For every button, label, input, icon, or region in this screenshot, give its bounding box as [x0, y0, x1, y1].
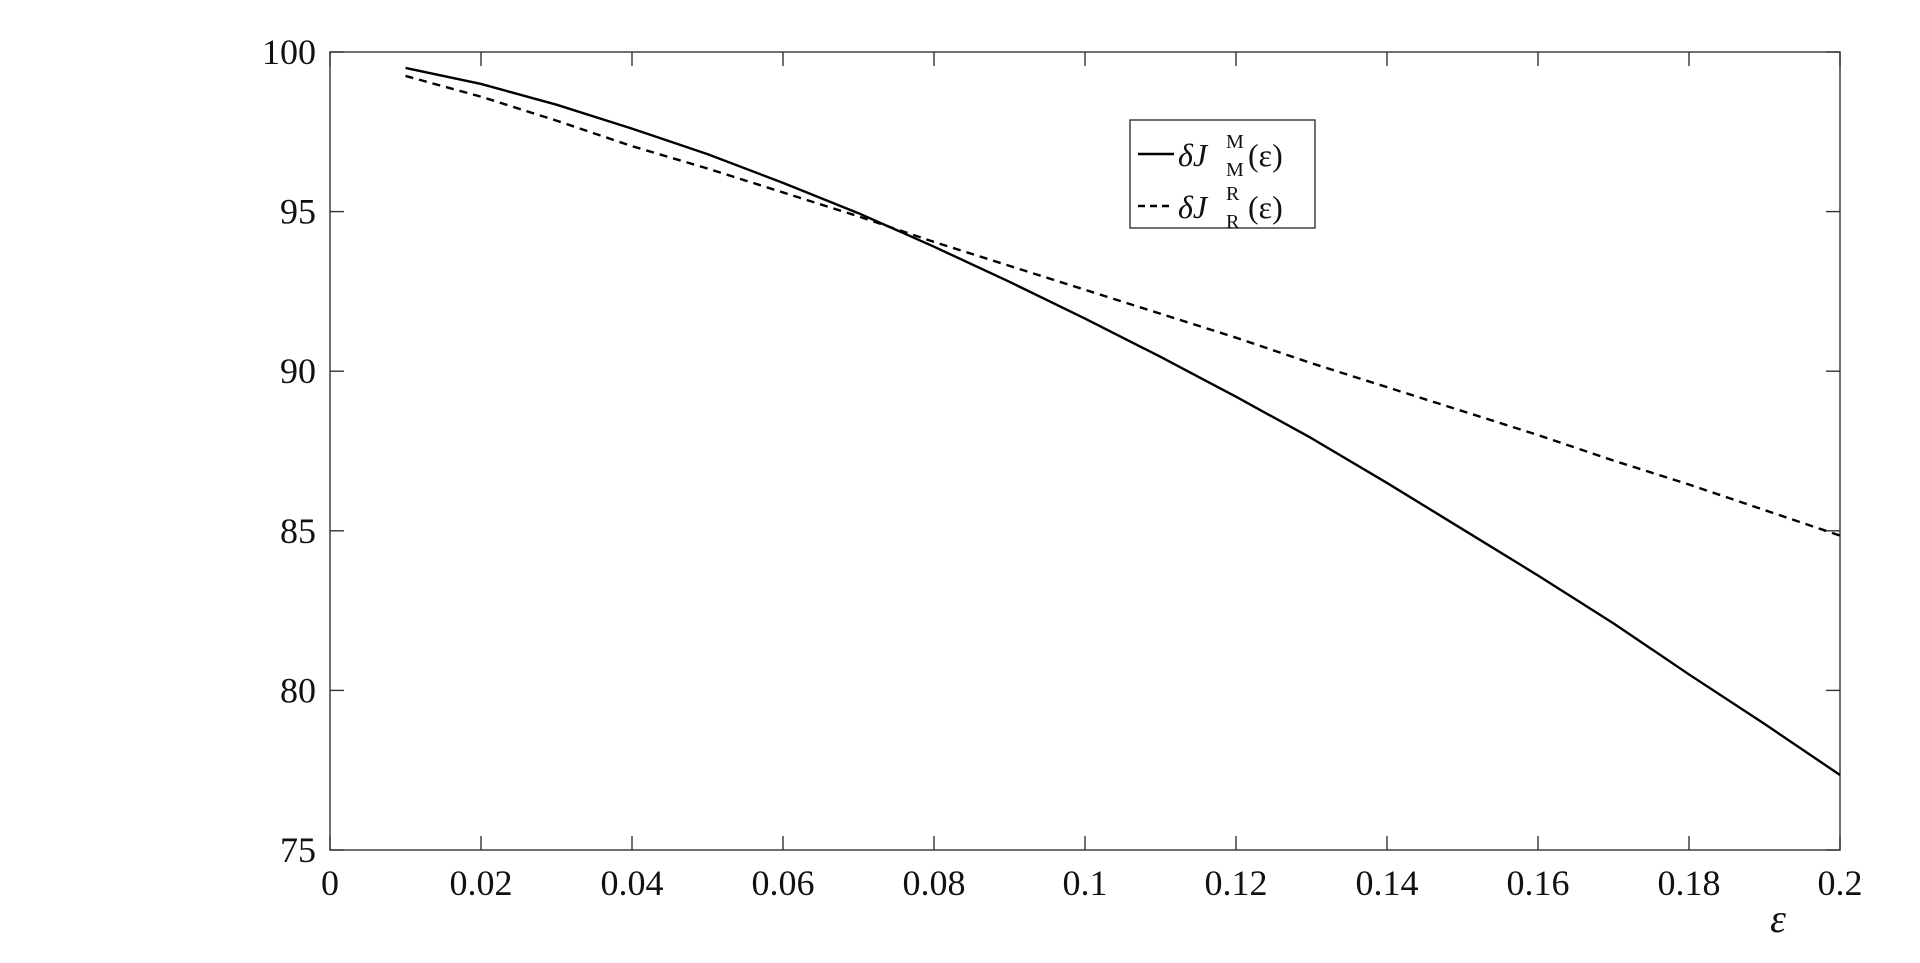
series-line-2 — [405, 74, 1841, 537]
x-tick-label: 0.06 — [752, 863, 815, 903]
x-tick-label: 0.02 — [450, 863, 513, 903]
y-tick-label: 90 — [280, 351, 316, 391]
y-tick-label: 75 — [280, 830, 316, 870]
legend: δJ MM (ε)δJ RR (ε) — [1129, 119, 1316, 233]
y-tick-label: 95 — [280, 192, 316, 232]
plot-border — [329, 51, 1841, 851]
legend-label-sub: M — [1226, 159, 1244, 181]
legend-label-sup: R — [1226, 183, 1240, 205]
x-tick-label: 0.2 — [1818, 863, 1863, 903]
x-tick-label: 0.16 — [1507, 863, 1570, 903]
x-tick-label: 0.1 — [1063, 863, 1108, 903]
x-tick-label: 0.04 — [601, 863, 664, 903]
x-tick-label: 0.12 — [1205, 863, 1268, 903]
x-tick-label: 0 — [321, 863, 339, 903]
series-layer — [405, 66, 1841, 776]
x-tick-label: 0.08 — [903, 863, 966, 903]
series-line-1 — [405, 66, 1841, 776]
y-tick-label: 85 — [280, 511, 316, 551]
legend-label-prefix: δJ — [1178, 189, 1209, 225]
y-tick-label: 100 — [262, 32, 316, 72]
legend-label-sub: R — [1226, 211, 1240, 233]
legend-label-prefix: δJ — [1178, 137, 1209, 173]
x-axis: 0 0.02 0.04 0.06 0.08 0.1 0.12 0.14 0.16 0.18 0.2 — [321, 52, 1863, 903]
x-tick-label: 0.18 — [1658, 863, 1721, 903]
legend-box — [1129, 119, 1316, 229]
y-tick-label: 80 — [280, 670, 316, 710]
plot-frame — [329, 51, 1841, 851]
x-axis-label: ε — [1770, 896, 1786, 941]
x-tick-label: 0.14 — [1356, 863, 1419, 903]
legend-label-suffix: (ε) — [1248, 137, 1283, 173]
y-axis: 75 80 85 90 95 100 — [262, 32, 1840, 870]
legend-label-suffix: (ε) — [1248, 189, 1283, 225]
legend-label-sup: M — [1226, 131, 1244, 153]
